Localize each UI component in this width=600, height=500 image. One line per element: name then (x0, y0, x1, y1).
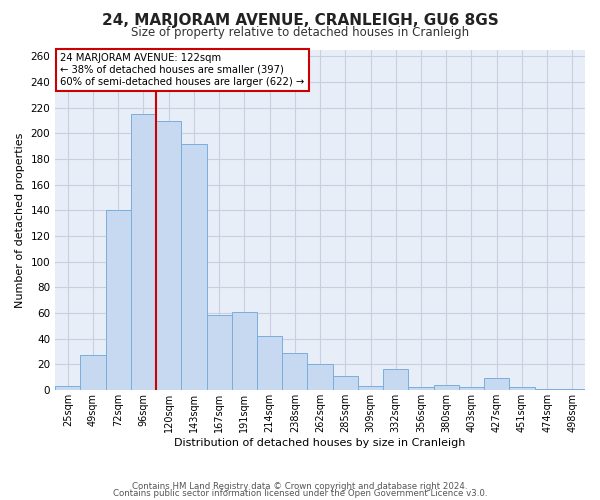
Bar (106, 210, 131, 390)
Text: 24 MARJORAM AVENUE: 122sqm
← 38% of detached houses are smaller (397)
60% of sem: 24 MARJORAM AVENUE: 122sqm ← 38% of deta… (61, 54, 305, 86)
Bar (560, 388, 585, 390)
Bar (459, 387, 484, 390)
Y-axis label: Number of detached properties: Number of detached properties (15, 132, 25, 308)
Bar (156, 120, 181, 390)
Text: Contains HM Land Registry data © Crown copyright and database right 2024.: Contains HM Land Registry data © Crown c… (132, 482, 468, 491)
Bar (181, 144, 206, 390)
Bar (282, 352, 307, 390)
Bar (332, 376, 358, 390)
Bar (358, 386, 383, 390)
Bar (131, 114, 156, 390)
Bar (232, 312, 257, 390)
Bar (80, 355, 106, 390)
Text: Size of property relative to detached houses in Cranleigh: Size of property relative to detached ho… (131, 26, 469, 39)
Bar (409, 387, 434, 390)
Bar (509, 387, 535, 390)
Bar (307, 364, 332, 390)
Bar (484, 378, 509, 390)
Bar (434, 384, 459, 390)
Bar (55, 386, 80, 390)
X-axis label: Distribution of detached houses by size in Cranleigh: Distribution of detached houses by size … (175, 438, 466, 448)
Text: 24, MARJORAM AVENUE, CRANLEIGH, GU6 8GS: 24, MARJORAM AVENUE, CRANLEIGH, GU6 8GS (101, 12, 499, 28)
Bar (206, 316, 232, 390)
Bar (535, 388, 560, 390)
Bar (257, 336, 282, 390)
Bar (383, 370, 409, 390)
Text: Contains public sector information licensed under the Open Government Licence v3: Contains public sector information licen… (113, 490, 487, 498)
